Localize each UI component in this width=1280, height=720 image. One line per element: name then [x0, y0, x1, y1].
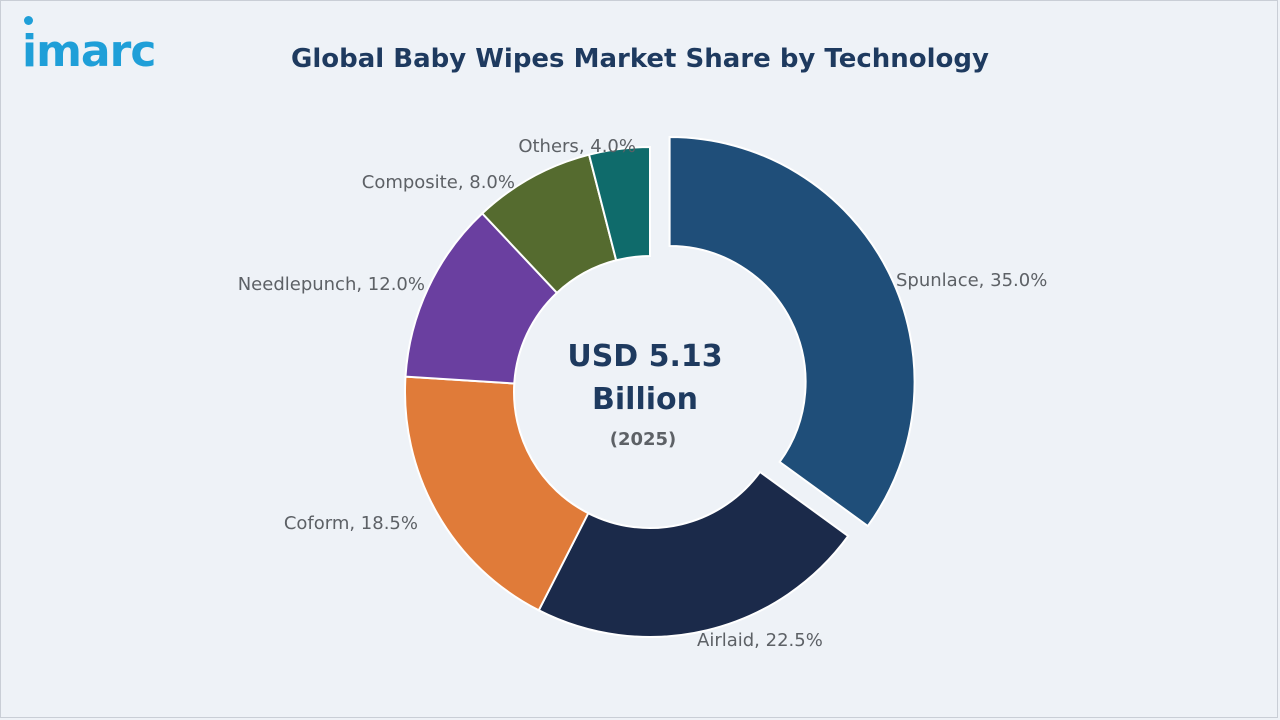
label-needlepunch: Needlepunch, 12.0%: [238, 274, 425, 295]
slice-coform: [404, 375, 590, 612]
label-coform: Coform, 18.5%: [284, 513, 418, 534]
label-spunlace: Spunlace, 35.0%: [896, 270, 1047, 291]
donut-slices: [404, 136, 916, 638]
slice-others: [587, 145, 651, 262]
center-unit: Billion: [592, 382, 698, 417]
label-composite: Composite, 8.0%: [362, 172, 515, 193]
center-value: USD 5.13: [567, 339, 722, 374]
logo-dot: [24, 16, 33, 25]
logo-text: imarc: [22, 26, 156, 77]
imarc-logo: imarc: [22, 16, 156, 74]
slice-spunlace: [668, 136, 916, 528]
slice-labels: Spunlace, 35.0% Airlaid, 22.5% Coform, 18.…: [238, 136, 1048, 651]
label-airlaid: Airlaid, 22.5%: [697, 630, 823, 651]
center-year: (2025): [610, 429, 677, 450]
chart-title: Global Baby Wipes Market Share by Techno…: [291, 44, 989, 74]
slice-airlaid: [537, 470, 850, 638]
label-others: Others, 4.0%: [518, 136, 636, 157]
